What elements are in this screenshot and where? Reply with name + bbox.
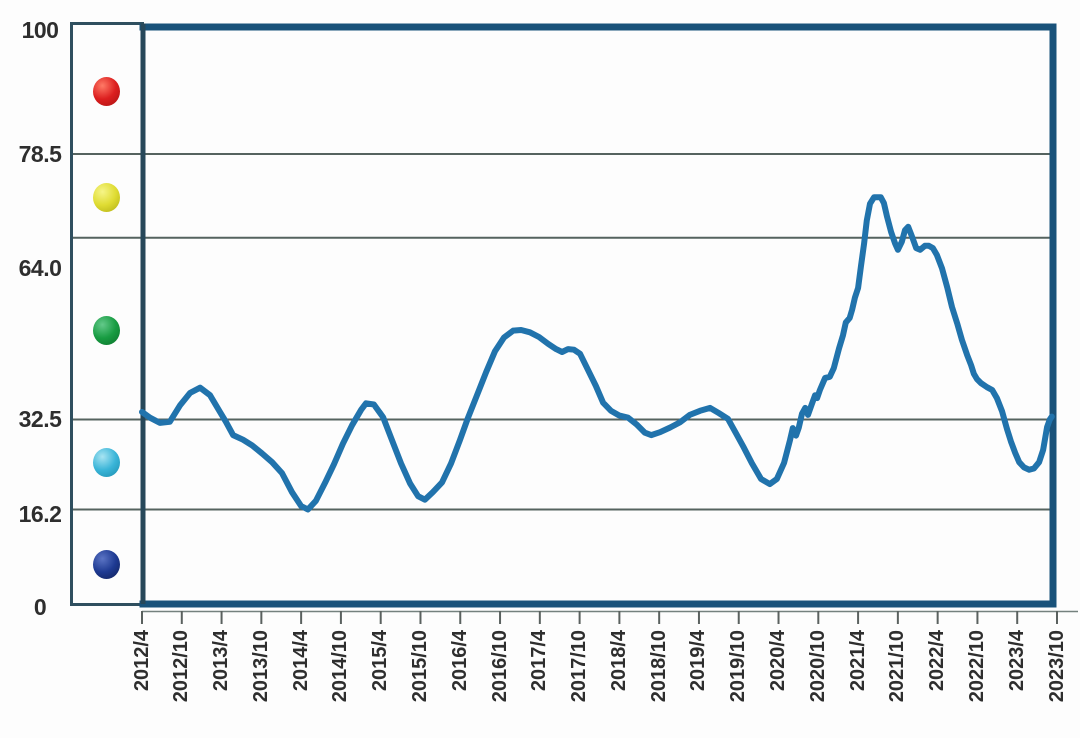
x-tick-label-2018/4: 2018/4 xyxy=(607,630,630,692)
x-tick-label-2023/10: 2023/10 xyxy=(1045,630,1068,703)
y-tick-label-100: 100 xyxy=(21,17,59,43)
legend-navy-ball xyxy=(92,549,120,579)
x-tick-label-2020/4: 2020/4 xyxy=(767,630,790,692)
legend-yellow-ball xyxy=(92,182,120,212)
x-tick-label-2021/4: 2021/4 xyxy=(846,630,869,692)
x-tick-label-2020/10: 2020/10 xyxy=(806,630,829,703)
x-tick-label-2012/4: 2012/4 xyxy=(130,630,153,692)
x-tick-label-2014/4: 2014/4 xyxy=(289,630,312,692)
x-tick-label-2017/10: 2017/10 xyxy=(568,630,591,703)
x-tick-label-2015/4: 2015/4 xyxy=(369,630,392,692)
x-tick-label-2012/10: 2012/10 xyxy=(170,630,193,703)
x-tick-label-2015/10: 2015/10 xyxy=(408,630,431,703)
legend-green-ball xyxy=(92,315,120,345)
legend-column-box xyxy=(70,22,144,606)
y-tick-label-0: 0 xyxy=(33,594,47,620)
legend-red-ball xyxy=(92,76,120,106)
x-tick-label-2022/4: 2022/4 xyxy=(926,630,949,692)
y-tick-label-16.2: 16.2 xyxy=(18,500,62,527)
x-tick-label-2021/10: 2021/10 xyxy=(886,630,909,703)
x-tick-label-2016/10: 2016/10 xyxy=(488,630,511,703)
series-index-line xyxy=(139,194,1055,513)
x-tick-label-2019/10: 2019/10 xyxy=(727,630,750,703)
x-tick-label-2016/4: 2016/4 xyxy=(448,630,471,692)
x-tick-label-2022/10: 2022/10 xyxy=(965,630,988,703)
x-tick-label-2013/4: 2013/4 xyxy=(210,630,233,692)
legend-cyan-ball xyxy=(92,447,120,477)
y-tick-label-78.5: 78.5 xyxy=(18,141,62,168)
y-tick-label-64.0: 64.0 xyxy=(18,254,62,281)
x-tick-label-2014/10: 2014/10 xyxy=(329,630,352,703)
x-tick-label-2017/4: 2017/4 xyxy=(528,630,551,692)
x-tick-label-2019/4: 2019/4 xyxy=(687,630,710,692)
x-tick-label-2013/10: 2013/10 xyxy=(249,630,272,703)
y-tick-label-32.5: 32.5 xyxy=(18,406,62,433)
x-tick-label-2023/4: 2023/4 xyxy=(1005,630,1028,692)
x-tick-label-2018/10: 2018/10 xyxy=(647,630,670,703)
